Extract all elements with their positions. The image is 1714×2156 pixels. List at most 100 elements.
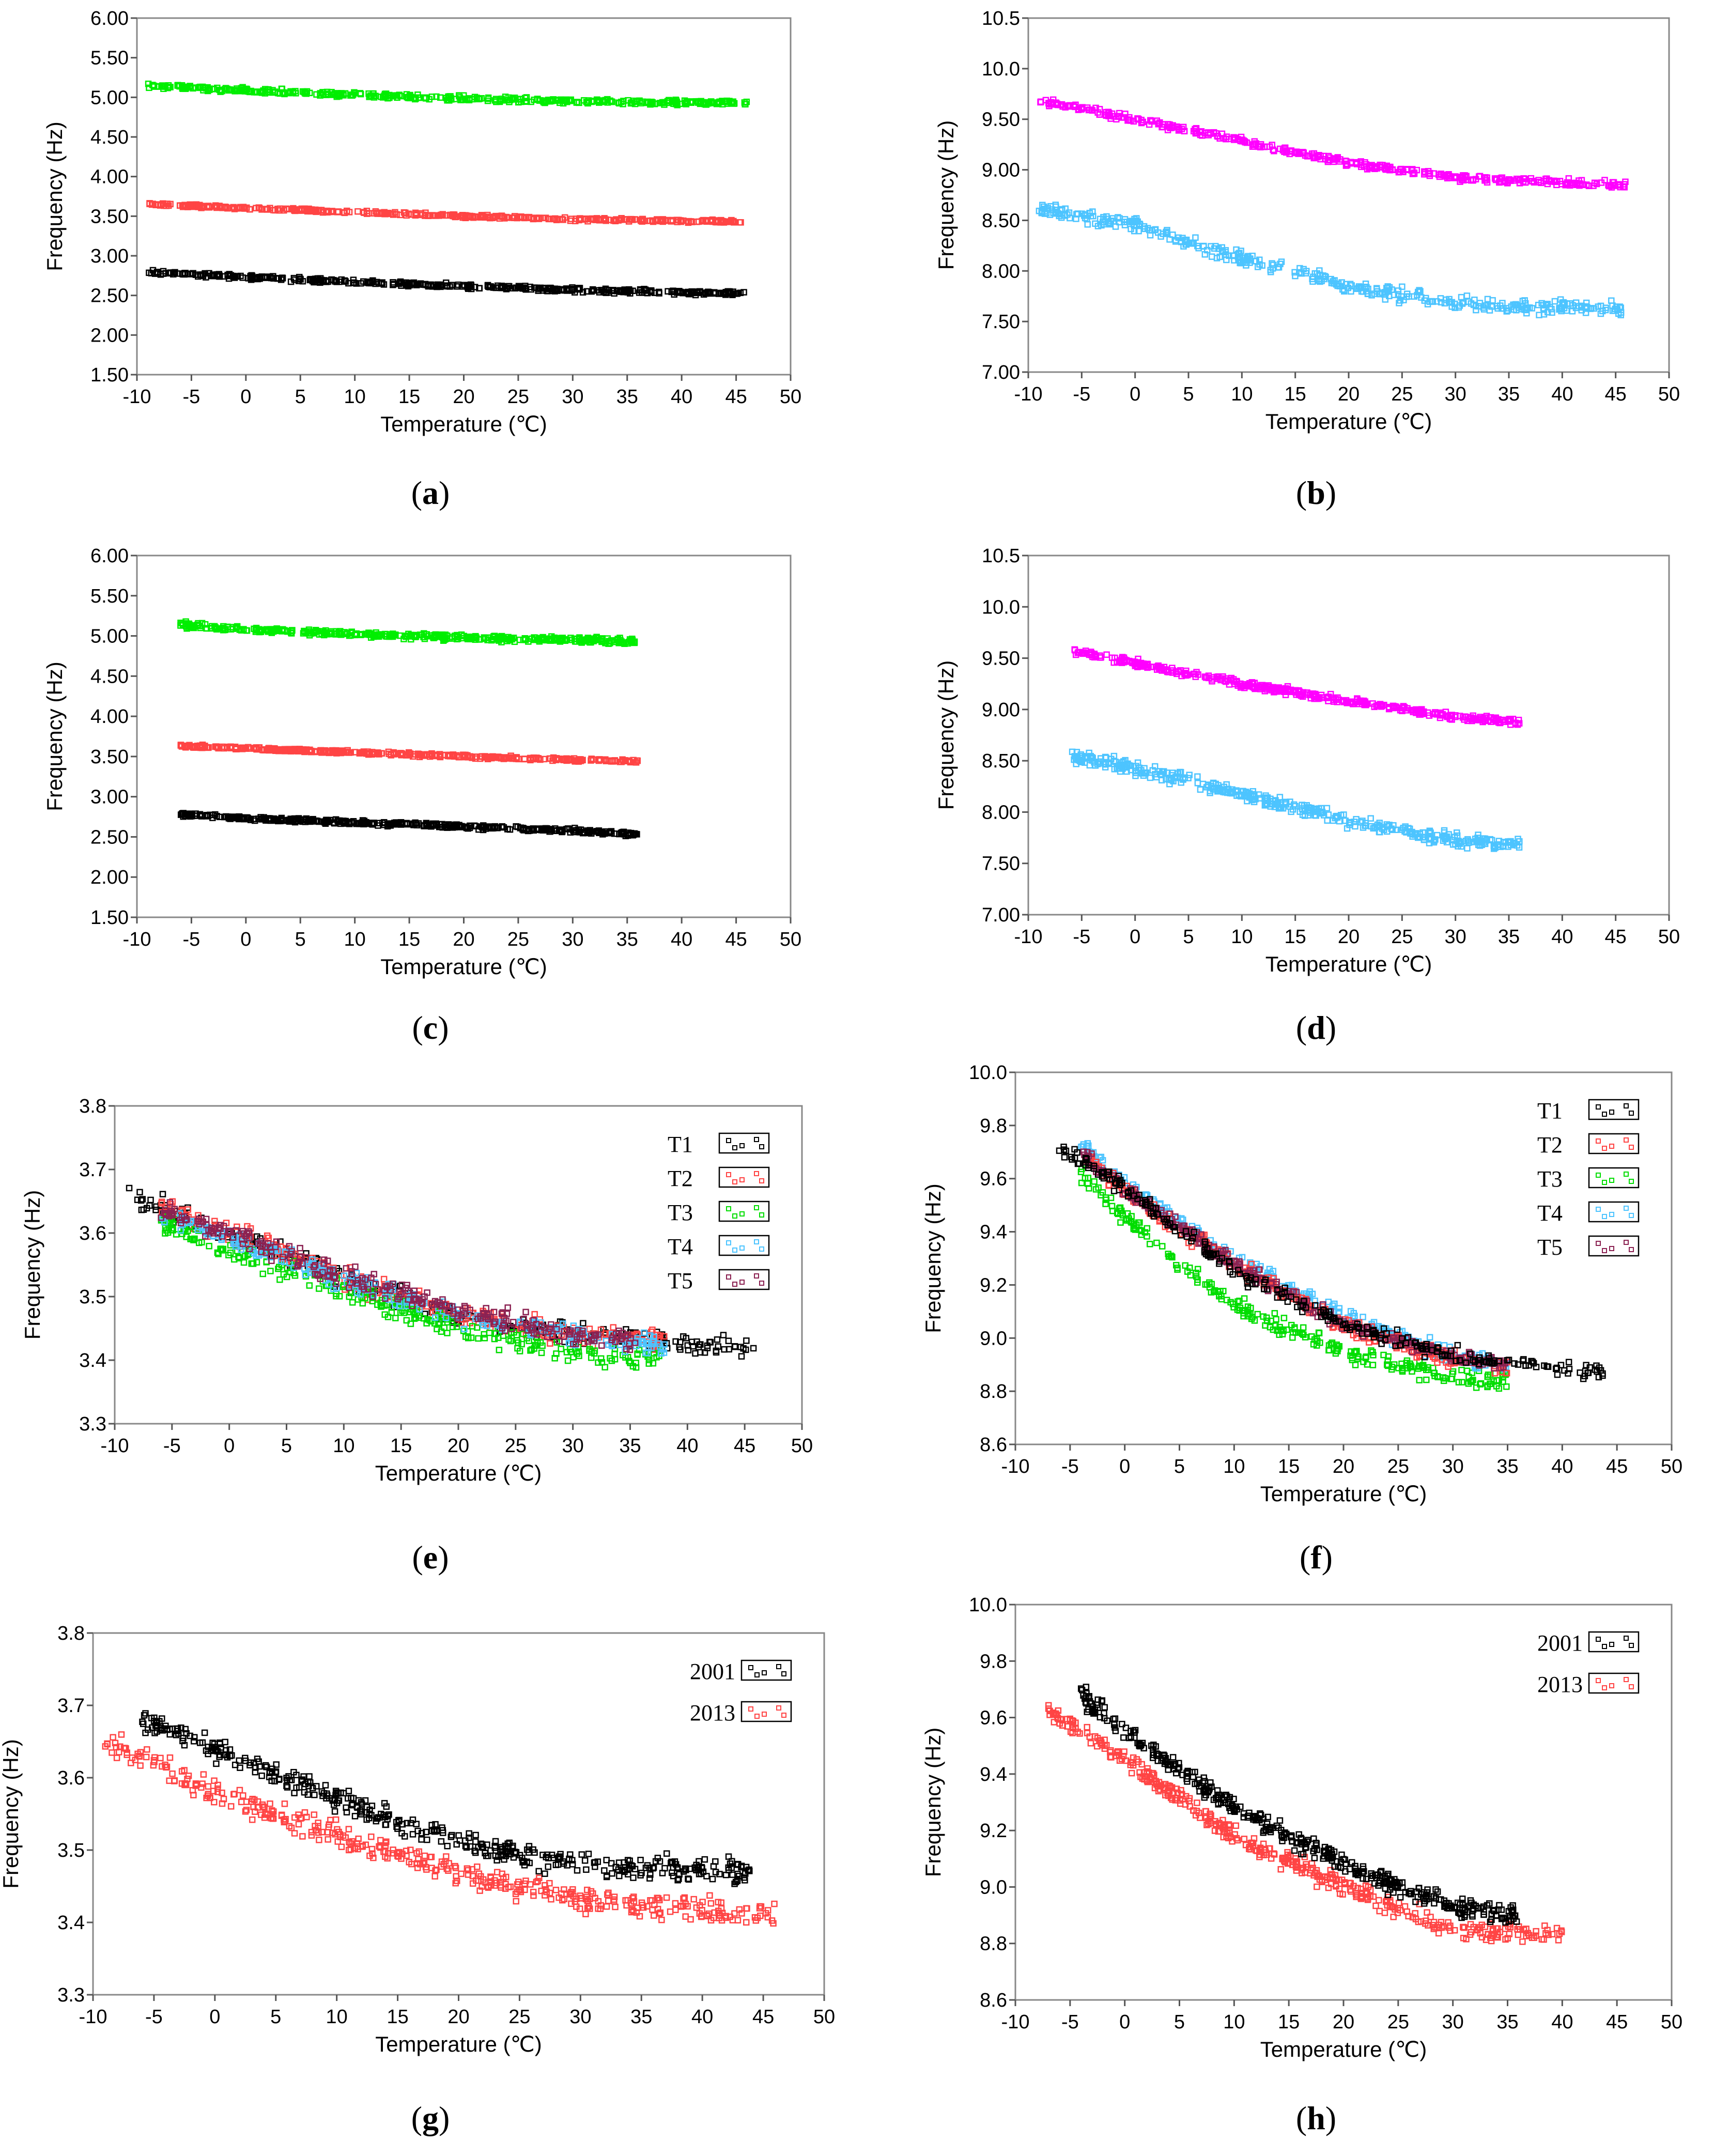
x-tick-label: 10	[1231, 383, 1253, 405]
data-point	[447, 95, 454, 102]
data-point	[248, 276, 255, 283]
data-point	[382, 92, 390, 99]
data-point	[1368, 292, 1375, 299]
y-tick-label: 4.50	[90, 127, 129, 148]
x-tick-label: 5	[281, 1435, 292, 1457]
y-tick-label: 2.50	[90, 826, 129, 848]
x-tick-label: -5	[183, 386, 200, 408]
data-point	[345, 280, 352, 287]
x-tick-label: 0	[240, 386, 251, 408]
data-point	[535, 215, 543, 222]
data-point	[165, 202, 172, 209]
data-point	[225, 87, 232, 94]
series-mode-2	[146, 200, 744, 226]
x-tick-label: 50	[1658, 926, 1680, 948]
data-point	[492, 212, 499, 220]
data-point	[724, 288, 731, 295]
data-point	[227, 272, 235, 279]
data-point	[450, 211, 457, 218]
data-point	[243, 86, 251, 93]
data-point	[226, 272, 234, 280]
data-point	[370, 94, 378, 101]
data-point	[700, 217, 707, 224]
data-point	[705, 289, 713, 296]
data-point	[603, 217, 609, 224]
x-tick-label: 40	[1551, 383, 1573, 405]
data-point	[499, 213, 506, 220]
x-tick-label: 40	[1551, 926, 1573, 948]
plot-area	[1027, 17, 1670, 373]
x-axis-label: Temperature (℃)	[380, 412, 547, 436]
data-point	[509, 285, 516, 291]
data-point	[705, 99, 712, 106]
data-point	[536, 97, 543, 104]
y-tick-label: 3.7	[79, 1159, 106, 1181]
data-point	[372, 208, 379, 215]
data-point	[403, 281, 410, 288]
y-tick-label: 10.0	[982, 596, 1020, 618]
data-point	[584, 99, 591, 106]
data-point	[396, 279, 404, 286]
data-point	[685, 218, 692, 225]
series-mode-4	[1036, 202, 1625, 318]
data-point	[722, 98, 730, 105]
chart-e: -10 -5 0 5 10 15 20 25 30 35 40 45 503.33.43.53.63.7…	[20, 1096, 813, 1485]
data-point	[340, 91, 347, 98]
data-point	[453, 283, 460, 290]
data-point	[478, 95, 485, 102]
data-point	[613, 288, 621, 295]
x-tick-label: 20	[1338, 926, 1360, 948]
data-point	[560, 217, 566, 223]
data-point	[462, 95, 469, 102]
data-point	[425, 212, 433, 219]
data-point	[251, 89, 258, 96]
data-point	[669, 217, 676, 224]
data-point	[709, 100, 716, 106]
data-point	[429, 212, 436, 219]
data-point	[554, 97, 561, 104]
data-point	[279, 275, 285, 282]
data-point	[423, 95, 429, 102]
x-tick-label: 10	[344, 386, 366, 408]
data-point	[196, 202, 203, 209]
data-point	[514, 214, 520, 222]
data-point	[157, 202, 164, 209]
y-axis-label: Frequency (Hz)	[934, 120, 958, 270]
y-tick-label: 5.00	[90, 626, 129, 648]
x-tick-label: 25	[1391, 926, 1413, 948]
data-point	[466, 95, 473, 102]
plot-area	[136, 555, 792, 918]
data-point	[641, 286, 647, 292]
x-axis-label: Temperature (℃)	[1265, 409, 1432, 434]
data-point	[522, 95, 529, 101]
data-point	[427, 281, 434, 288]
x-tick-label: 15	[1285, 383, 1306, 405]
data-point	[544, 288, 551, 295]
y-tick-label: 8.00	[982, 802, 1020, 823]
y-tick-label: 3.50	[90, 206, 129, 227]
data-point	[437, 94, 444, 101]
data-point	[717, 289, 724, 297]
data-point	[235, 205, 242, 212]
x-tick-label: 0	[1130, 383, 1140, 405]
data-point	[264, 88, 271, 95]
data-point	[193, 201, 200, 208]
data-point	[1536, 312, 1542, 318]
data-point	[736, 219, 743, 226]
data-point	[332, 278, 338, 285]
data-point	[572, 218, 579, 224]
data-point	[361, 209, 368, 217]
x-tick-label: 30	[1445, 926, 1466, 948]
y-tick-label: 6.00	[90, 545, 129, 567]
y-tick-label: 3.00	[90, 787, 129, 808]
data-point	[493, 284, 500, 291]
data-point	[290, 205, 297, 212]
y-tick-label: 1.50	[90, 364, 129, 386]
data-point	[1395, 287, 1402, 294]
data-point	[553, 217, 560, 223]
data-point	[170, 271, 177, 278]
x-tick-label: -5	[1073, 383, 1090, 405]
data-point	[664, 98, 671, 105]
data-point	[256, 274, 263, 282]
